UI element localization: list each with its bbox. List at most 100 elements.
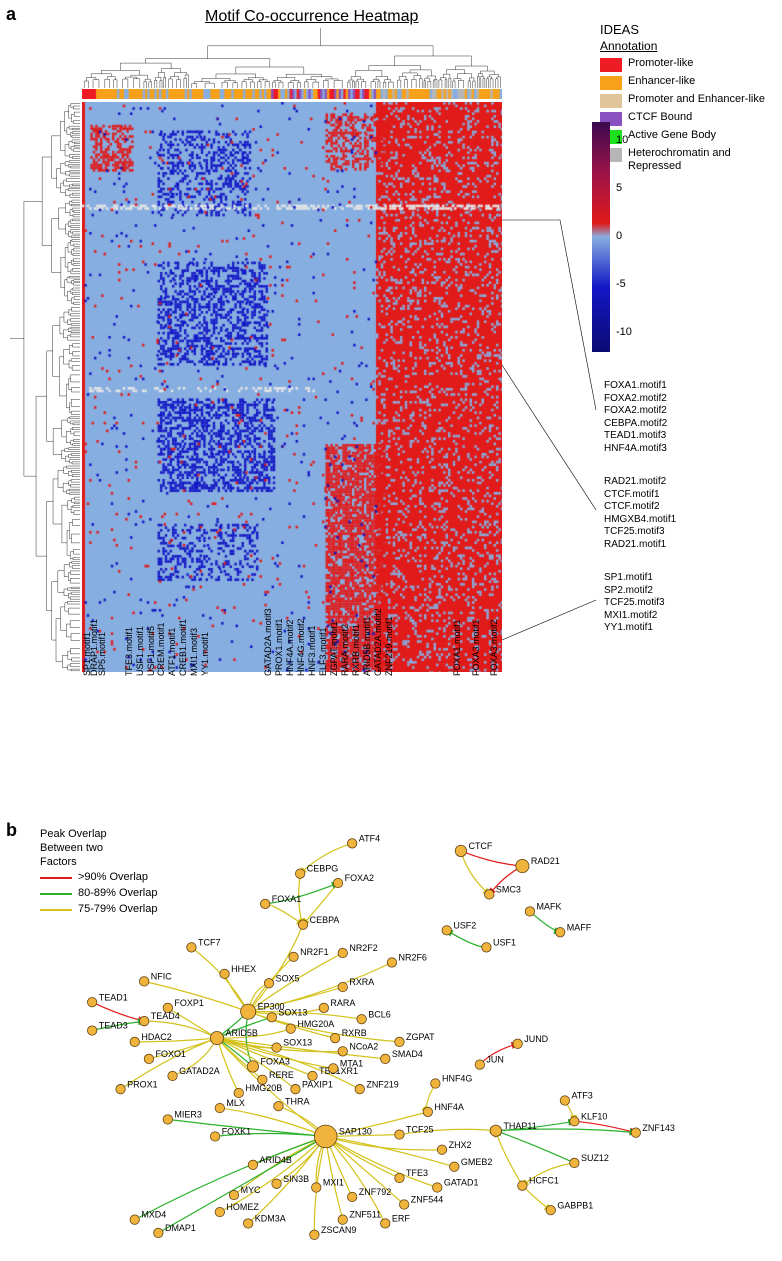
network-node [264,979,273,988]
network-node [187,943,196,952]
network-node-label: MXD4 [141,1210,166,1220]
network-edge [574,1121,635,1132]
x-label: YY1.motif1 [200,632,210,676]
network-node-label: TEAD3 [99,1021,128,1031]
x-label: FOXA3.motif1 [471,619,481,676]
network-node-label: TFE3 [406,1168,428,1178]
network-node [338,948,347,957]
network-node-label: USF2 [453,920,476,930]
network-node-label: ZNF511 [349,1210,381,1220]
network-node [516,859,529,872]
callout-label: SP1.motif1 [604,572,665,585]
network-node-label: ZGPAT [406,1032,435,1042]
network-node [513,1039,522,1048]
network-node [168,1071,177,1080]
network-node-label: MXI1 [323,1178,344,1188]
network-node-label: TEAD1 [99,992,128,1002]
network-node-label: CTCF [468,841,492,851]
ideas-swatch [600,94,622,108]
ideas-label: CTCF Bound [628,111,692,124]
network-node-label: FOXO1 [156,1049,186,1059]
callout-label: FOXA2.motif2 [604,405,667,418]
network-node-label: MIER3 [174,1110,201,1120]
network-node [381,1054,390,1063]
network-node-label: HHEX [231,964,256,974]
network-node [347,839,356,848]
ideas-legend: IDEAS Annotation Promoter-likeEnhancer-l… [600,22,770,175]
network-node-label: FOXA1 [272,894,301,904]
network-node-label: JUN [486,1055,503,1065]
network-node-label: HNF4A [434,1102,463,1112]
x-label: ARID5B.motif1 [362,616,372,676]
network-node [387,958,396,967]
x-label: USF1.motif5 [146,626,156,676]
network-node [154,1228,163,1237]
callout-group-2: RAD21.motif2CTCF.motif1CTCF.motif2HMGXB4… [604,476,676,551]
network-node-label: BCL6 [368,1009,390,1019]
network-node-label: ATF3 [572,1091,593,1101]
annotation-bar [82,89,502,99]
network-node [570,1158,579,1167]
network-node [215,1207,224,1216]
network-node-label: SMAD4 [392,1049,423,1059]
network-node [314,1125,337,1148]
ideas-label: Heterochromatin and Repressed [628,147,770,172]
network-node [220,969,229,978]
callout-group-1: FOXA1.motif1FOXA2.motif2FOXA2.motif2CEBP… [604,380,667,455]
panel-b-label: b [6,820,17,841]
network-node-label: HMG20A [297,1019,334,1029]
network-node-label: PROX1 [127,1079,157,1089]
network-node-label: NR2F2 [349,943,377,953]
ideas-item: Promoter and Enhancer-like [600,93,770,108]
network-node-label: GATAD2A [179,1066,220,1076]
x-label: ZGPAT.motif1 [329,621,339,676]
heatmap [82,102,502,672]
network-node-label: RXRB [342,1028,367,1038]
network-node-label: MTA1 [340,1058,363,1068]
network-node [87,997,96,1006]
x-label: RXRB.motif1 [351,624,361,676]
network-node-label: ZNF143 [642,1123,674,1133]
network-node-label: FOXK1 [222,1127,251,1137]
network-node-label: TEAD4 [151,1011,180,1021]
ideas-swatch [600,76,622,90]
network-node-label: KLF10 [581,1111,607,1121]
ideas-label: Enhancer-like [628,75,695,88]
network-node-label: GABPB1 [557,1200,593,1210]
x-label: HNF3.motif1 [307,625,317,676]
network-node [210,1031,223,1044]
network-node-label: USF1 [493,937,516,947]
network-node-label: SOX5 [276,973,300,983]
colorbar-tick: 0 [616,230,622,242]
x-label: SP5.motif1 [97,632,107,676]
network-node-label: MAFK [537,902,562,912]
network-node-label: HMG20B [245,1083,282,1093]
callout-label: YY1.motif1 [604,622,665,635]
network-node [546,1205,555,1214]
network-node [442,926,451,935]
ideas-item: CTCF Bound [600,111,770,126]
network-node [329,1064,338,1073]
network-node-label: HDAC2 [141,1032,171,1042]
network-node [312,1183,321,1192]
network-node [286,1024,295,1033]
x-label: PROX1.motif1 [274,618,284,676]
network-node-label: ARID4B [260,1155,292,1165]
network-node [485,890,494,899]
network-node-label: NR2F6 [399,953,427,963]
network-node [298,920,307,929]
network-node [260,899,269,908]
ideas-subtitle: Annotation [600,39,770,53]
callout-label: SP2.motif2 [604,585,665,598]
network-node [482,943,491,952]
network-node [243,1219,252,1228]
network-node [267,1013,276,1022]
x-label: FOXA1.motif1 [452,619,462,676]
network-node [130,1215,139,1224]
x-label: ZNF219.motif1 [384,616,394,676]
callout-label: CEBPA.motif2 [604,418,667,431]
network-node [229,1190,238,1199]
network-node [437,1145,446,1154]
network-diagram: ATF4CTCFRAD21SMC3CEBPGFOXA2FOXA1CEBPAMAF… [40,832,740,1248]
network-node-label: ARID5B [225,1028,257,1038]
